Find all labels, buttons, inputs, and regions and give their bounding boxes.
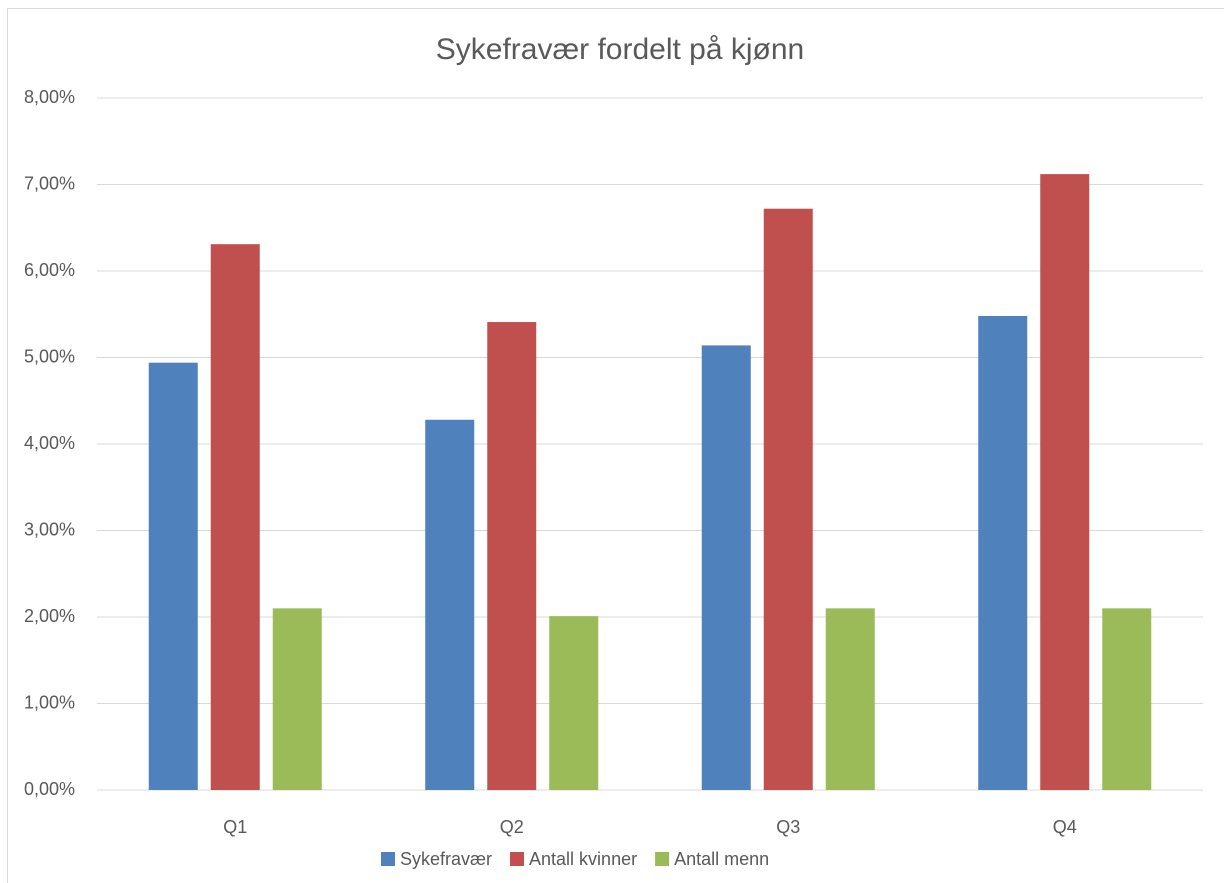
y-tick-label: 5,00% [24, 346, 75, 366]
legend-label: Antall menn [674, 849, 769, 869]
bar [1040, 174, 1090, 790]
bar [272, 608, 322, 790]
bar [701, 345, 751, 790]
y-tick-label: 2,00% [24, 606, 75, 626]
y-tick-label: 4,00% [24, 433, 75, 453]
y-tick-label: 0,00% [24, 779, 75, 799]
legend-swatch [655, 852, 670, 866]
x-tick-label: Q4 [1053, 817, 1077, 837]
bar [549, 616, 599, 790]
legend-swatch [510, 852, 525, 866]
bar [148, 362, 198, 790]
y-tick-label: 3,00% [24, 519, 75, 539]
legend-label: Antall kvinner [529, 849, 637, 869]
y-tick-label: 1,00% [24, 692, 75, 712]
bar [210, 244, 260, 790]
x-tick-label: Q2 [500, 817, 524, 837]
bar [825, 608, 875, 790]
y-tick-label: 7,00% [24, 173, 75, 193]
bar [978, 315, 1028, 790]
chart-title: Sykefravær fordelt på kjønn [436, 33, 804, 66]
legend-label: Sykefravær [400, 849, 492, 869]
legend-swatch [381, 852, 395, 866]
bar [1102, 608, 1152, 790]
y-tick-label: 8,00% [24, 87, 75, 107]
bar [763, 208, 813, 791]
bar [425, 419, 475, 790]
y-tick-label: 6,00% [24, 260, 75, 280]
bar [487, 322, 537, 790]
x-tick-label: Q3 [776, 817, 800, 837]
x-tick-label: Q1 [223, 817, 247, 837]
